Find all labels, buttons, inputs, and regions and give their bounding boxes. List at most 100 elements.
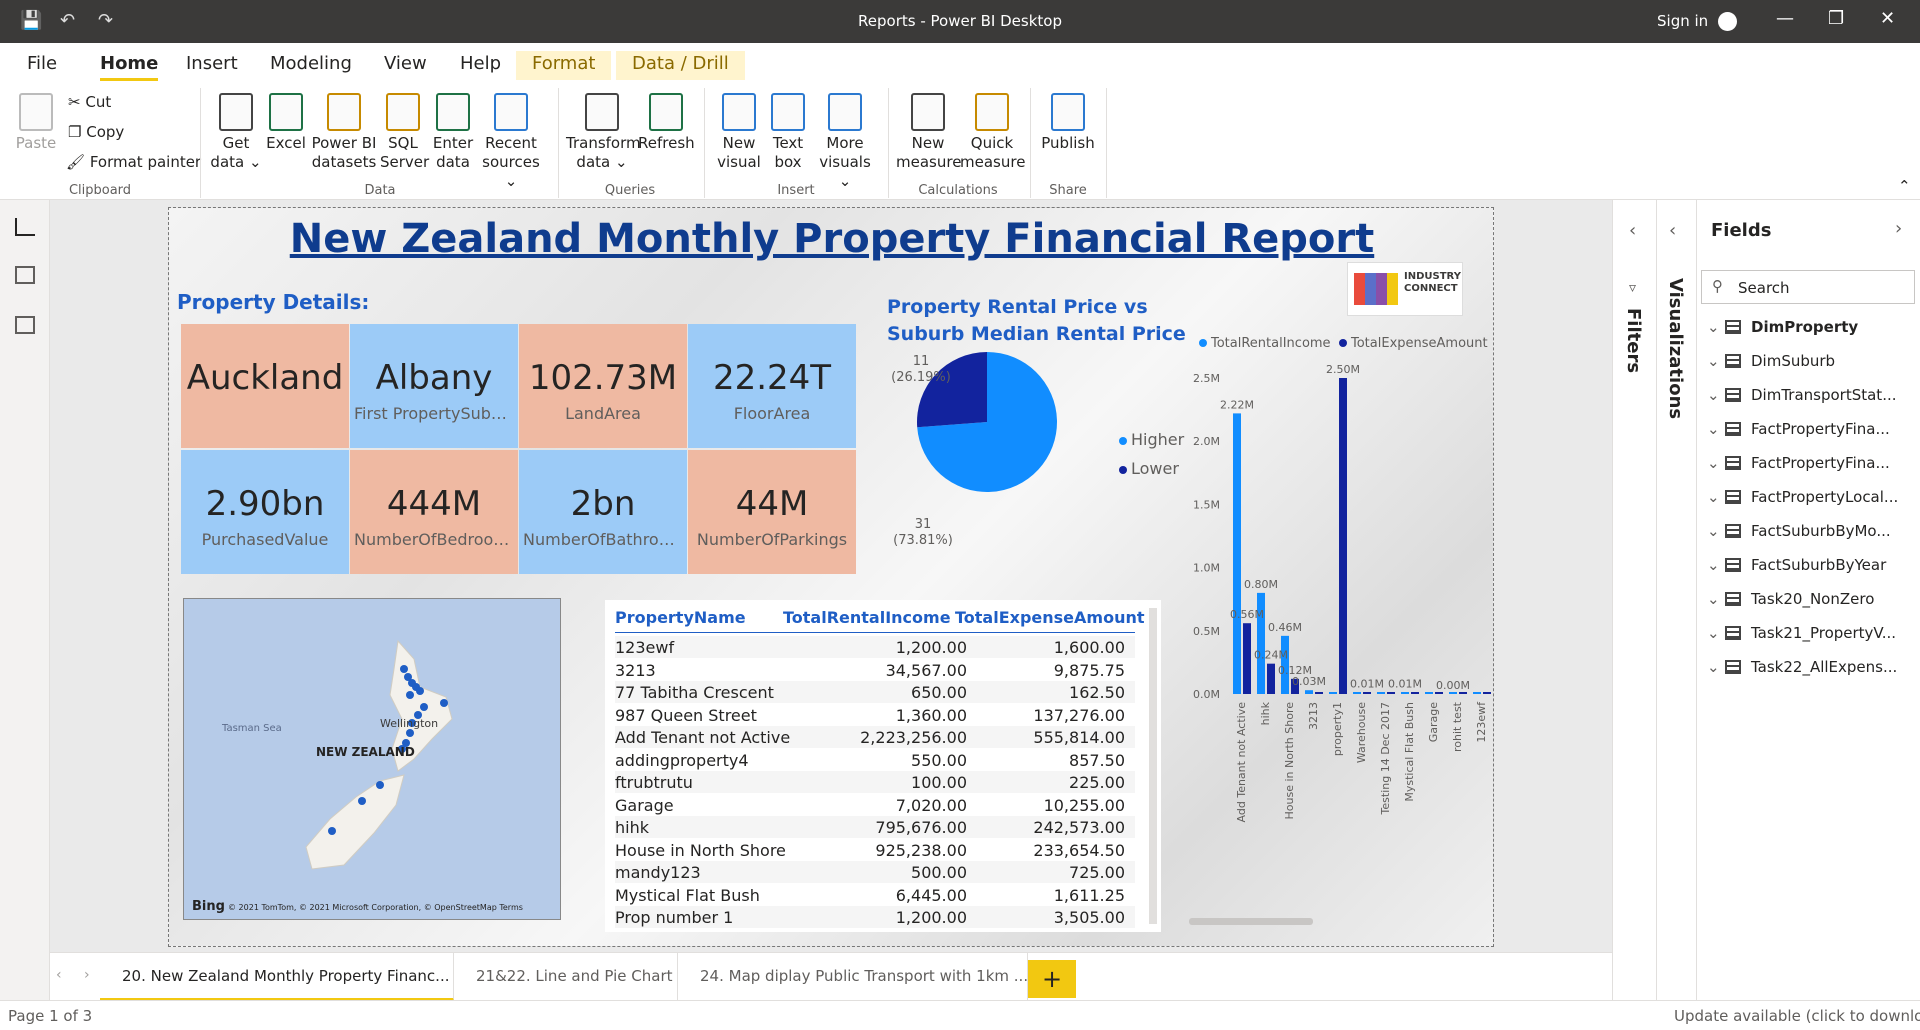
transform-data-button[interactable]: Transform data ⌄ xyxy=(566,93,641,172)
undo-icon[interactable]: ↶ xyxy=(60,10,76,31)
map-visual[interactable]: Tasman Sea Wellington NEW ZEALAND Bing ©… xyxy=(183,598,561,920)
bar-expense[interactable] xyxy=(1459,692,1467,694)
tab-format[interactable]: Format xyxy=(516,51,612,80)
table-row[interactable]: Garage 7,020.00 10,255.00 xyxy=(615,794,1135,816)
sign-in-link[interactable]: Sign in xyxy=(1657,12,1709,30)
table-row[interactable]: Mystical Flat Bush 6,445.00 1,611.25 xyxy=(615,884,1135,906)
field-table-item[interactable]: ⌄ Task21_PropertyV... xyxy=(1707,624,1896,642)
bar-expense[interactable] xyxy=(1483,692,1491,694)
copy-button[interactable]: ❐ Copy xyxy=(68,123,125,141)
avatar[interactable] xyxy=(1718,12,1737,31)
bar-expense[interactable] xyxy=(1435,692,1443,694)
bar-expense[interactable] xyxy=(1411,692,1419,694)
redo-icon[interactable]: ↷ xyxy=(98,10,114,31)
cut-button[interactable]: ✂ Cut xyxy=(68,93,112,111)
table-row[interactable]: ftrubtrutu 100.00 225.00 xyxy=(615,771,1135,793)
collapse-filters-icon[interactable]: ‹ xyxy=(1629,220,1637,241)
legend-lower[interactable]: Lower xyxy=(1119,459,1179,478)
tab-help[interactable]: Help xyxy=(460,53,502,74)
page-tab-3[interactable]: 24. Map diplay Public Transport with 1km… xyxy=(678,953,1028,1001)
chevron-down-icon[interactable]: ⌄ xyxy=(1707,556,1720,574)
bar-income[interactable] xyxy=(1425,692,1433,694)
new-measure-button[interactable]: New measure xyxy=(896,93,961,172)
field-table-item[interactable]: ⌄ FactSuburbByYear xyxy=(1707,556,1886,574)
field-table-item[interactable]: ⌄ DimSuburb xyxy=(1707,352,1835,370)
field-table-item[interactable]: ⌄ FactPropertyFina... xyxy=(1707,420,1890,438)
card-land-area[interactable]: 102.73M LandArea xyxy=(519,324,687,448)
table-row[interactable]: 77 Tabitha Crescent 650.00 162.50 xyxy=(615,681,1135,703)
get-data-button[interactable]: Get data ⌄ xyxy=(210,93,262,172)
fields-search-box[interactable]: ⚲ Search xyxy=(1701,270,1915,304)
bar-income[interactable] xyxy=(1377,692,1385,694)
enter-data-button[interactable]: Enter data xyxy=(430,93,476,172)
pie-slice-higher[interactable] xyxy=(917,352,1057,492)
chevron-down-icon[interactable]: ⌄ xyxy=(1707,318,1720,336)
bar-expense[interactable] xyxy=(1363,692,1371,694)
bar-expense[interactable] xyxy=(1267,663,1275,694)
chevron-down-icon[interactable]: ⌄ xyxy=(1707,624,1720,642)
table-scrollbar[interactable] xyxy=(1149,608,1157,924)
property-table[interactable]: PropertyName TotalRentalIncome TotalExpe… xyxy=(605,600,1161,932)
field-table-item[interactable]: ⌄ DimProperty xyxy=(1707,318,1858,336)
page-tab-2[interactable]: 21&22. Line and Pie Chart xyxy=(454,953,678,1001)
model-view-icon[interactable] xyxy=(15,316,35,334)
bar-income[interactable] xyxy=(1449,692,1457,694)
more-visuals-button[interactable]: More visuals ⌄ xyxy=(814,93,876,191)
bar-chart[interactable]: 0.0M 0.5M 1.0M 1.5M 2.0M 2.5M Add Tenant not A… xyxy=(1189,358,1494,938)
bar-expense[interactable] xyxy=(1243,623,1251,694)
chevron-down-icon[interactable]: ⌄ xyxy=(1707,488,1720,506)
new-visual-button[interactable]: New visual xyxy=(714,93,764,172)
table-row[interactable]: Prop number 1 1,200.00 3,505.00 xyxy=(615,906,1135,928)
table-row[interactable]: mandy123 500.00 725.00 xyxy=(615,861,1135,883)
table-row[interactable]: hihk 795,676.00 242,573.00 xyxy=(615,816,1135,838)
format-painter-button[interactable]: 🖌 Format painter xyxy=(66,153,202,171)
field-table-item[interactable]: ⌄ Task20_NonZero xyxy=(1707,590,1874,608)
table-row[interactable]: Add Tenant not Active 2,223,256.00 555,814… xyxy=(615,726,1135,748)
chevron-down-icon[interactable]: ⌄ xyxy=(1707,454,1720,472)
chevron-down-icon[interactable]: ⌄ xyxy=(1707,420,1720,438)
field-table-item[interactable]: ⌄ FactSuburbByMo... xyxy=(1707,522,1891,540)
field-table-item[interactable]: ⌄ FactPropertyFina... xyxy=(1707,454,1890,472)
page-tab-1[interactable]: 20. New Zealand Monthly Property Financ.… xyxy=(100,953,454,1001)
bar-expense[interactable] xyxy=(1315,692,1323,694)
sql-server-button[interactable]: SQL Server xyxy=(380,93,429,172)
field-table-item[interactable]: ⌄ DimTransportStat... xyxy=(1707,386,1897,404)
collapse-visualizations-icon[interactable]: ‹ xyxy=(1669,220,1677,241)
chevron-down-icon[interactable]: ⌄ xyxy=(1707,658,1720,676)
next-page-icon[interactable]: › xyxy=(84,967,90,983)
chart-scrollbar[interactable] xyxy=(1189,918,1313,925)
search-input[interactable]: Search xyxy=(1738,279,1790,297)
card-first-suburb[interactable]: Albany First PropertySubur... xyxy=(350,324,518,448)
refresh-button[interactable]: Refresh xyxy=(638,93,695,153)
card-suburb-city[interactable]: Auckland xyxy=(181,324,349,448)
card-bedrooms[interactable]: 444M NumberOfBedrooms xyxy=(350,450,518,574)
filters-pane[interactable]: ‹ ▿ Filters xyxy=(1612,200,1656,1000)
bar-income[interactable] xyxy=(1233,413,1241,694)
tab-file[interactable]: File xyxy=(27,53,58,74)
chevron-down-icon[interactable]: ⌄ xyxy=(1707,590,1720,608)
publish-button[interactable]: Publish xyxy=(1040,93,1096,153)
bar-income[interactable] xyxy=(1329,692,1337,694)
table-row[interactable]: addingproperty4 550.00 857.50 xyxy=(615,749,1135,771)
card-purchased-value[interactable]: 2.90bn PurchasedValue xyxy=(181,450,349,574)
bar-income[interactable] xyxy=(1281,635,1289,694)
legend-higher[interactable]: Higher xyxy=(1119,430,1184,449)
visualizations-pane[interactable]: ‹ Visualizations xyxy=(1656,200,1696,1000)
chevron-down-icon[interactable]: ⌄ xyxy=(1707,352,1720,370)
tab-view[interactable]: View xyxy=(384,53,427,74)
collapse-fields-icon[interactable]: › xyxy=(1895,218,1903,239)
recent-sources-button[interactable]: Recent sources ⌄ xyxy=(478,93,544,191)
bar-legend-income[interactable]: TotalRentalIncome xyxy=(1199,336,1331,351)
quick-measure-button[interactable]: Quick measure xyxy=(960,93,1025,172)
card-bathrooms[interactable]: 2bn NumberOfBathrooms xyxy=(519,450,687,574)
card-floor-area[interactable]: 22.24T FloorArea xyxy=(688,324,856,448)
tab-home[interactable]: Home xyxy=(100,53,159,81)
table-row[interactable]: 3213 34,567.00 9,875.75 xyxy=(615,659,1135,681)
text-box-button[interactable]: Text box xyxy=(768,93,808,172)
field-table-item[interactable]: ⌄ FactPropertyLocal... xyxy=(1707,488,1898,506)
pie-chart[interactable]: 11 (26.19%) 31 (73.81%) xyxy=(869,348,1209,568)
field-table-item[interactable]: ⌄ Task22_AllExpens... xyxy=(1707,658,1897,676)
col-header-expense-amount[interactable]: TotalExpenseAmount xyxy=(955,608,1145,627)
chevron-down-icon[interactable]: ⌄ xyxy=(1707,386,1720,404)
restore-button[interactable]: ❐ xyxy=(1828,8,1845,29)
